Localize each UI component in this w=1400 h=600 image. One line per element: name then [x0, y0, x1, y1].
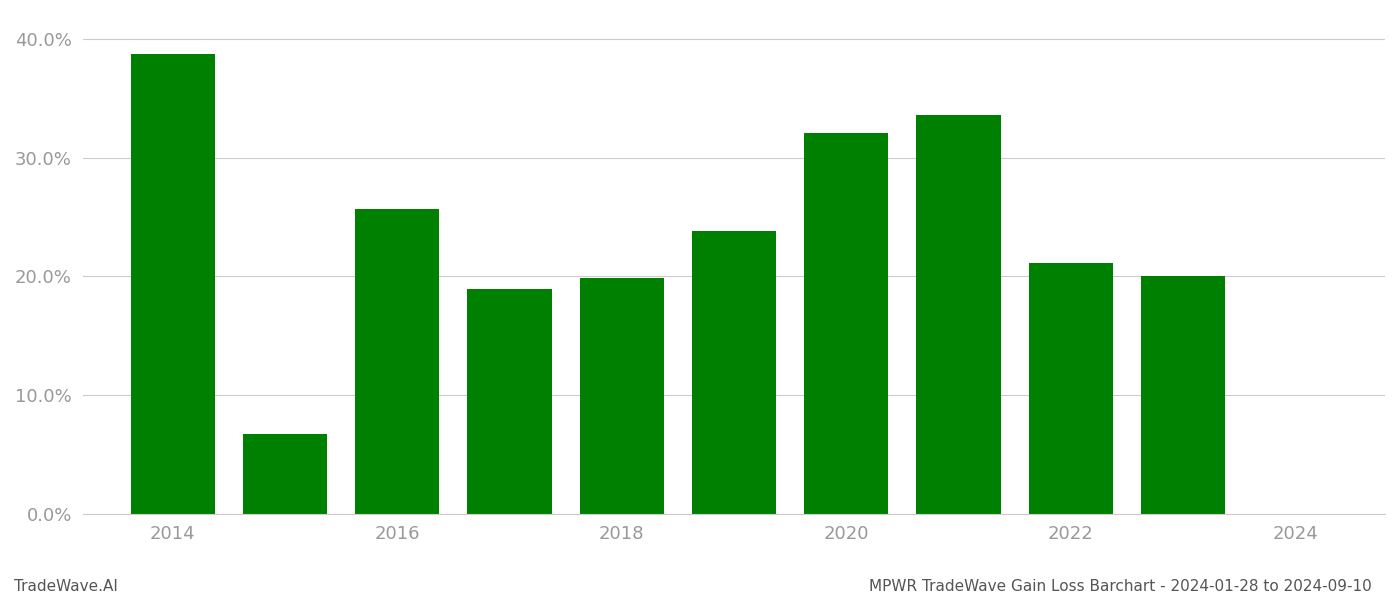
Bar	[917, 115, 1001, 514]
Bar	[244, 434, 328, 514]
Bar	[1141, 277, 1225, 514]
Bar	[804, 133, 889, 514]
Bar	[130, 54, 214, 514]
Bar	[356, 209, 440, 514]
Text: MPWR TradeWave Gain Loss Barchart - 2024-01-28 to 2024-09-10: MPWR TradeWave Gain Loss Barchart - 2024…	[869, 579, 1372, 594]
Bar	[1029, 263, 1113, 514]
Text: TradeWave.AI: TradeWave.AI	[14, 579, 118, 594]
Bar	[692, 231, 776, 514]
Bar	[580, 278, 664, 514]
Bar	[468, 289, 552, 514]
